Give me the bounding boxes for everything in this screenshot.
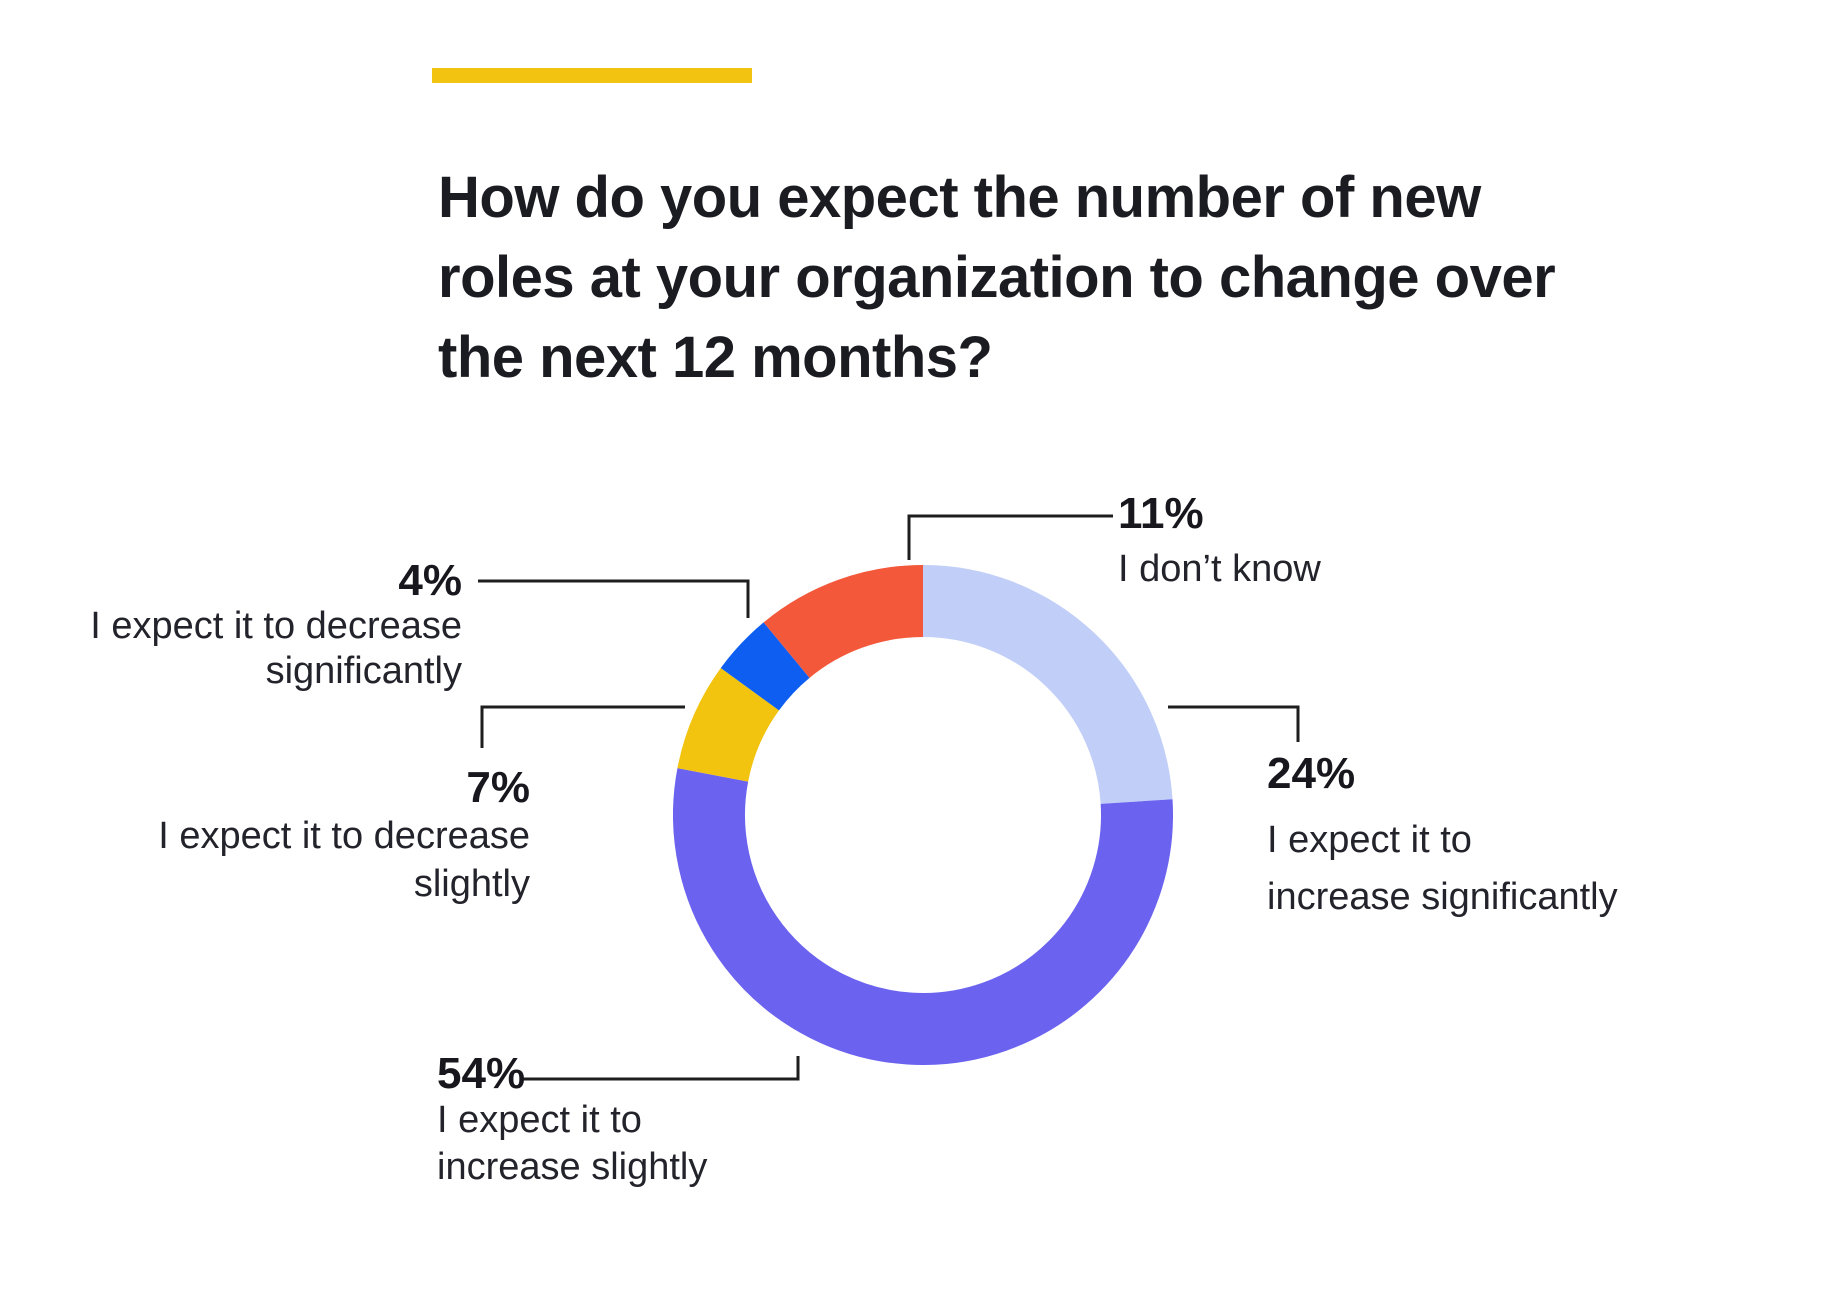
donut-slice-2 bbox=[673, 768, 1173, 1065]
donut-chart-svg bbox=[673, 565, 1173, 1065]
callout-dont-know-label: I don’t know bbox=[1118, 548, 1321, 590]
callout-decrease-slightly-label-1: I expect it to decrease bbox=[158, 815, 530, 857]
page-title-line-1: How do you expect the number of new bbox=[438, 165, 1481, 230]
page-title-line-2: roles at your organization to change ove… bbox=[438, 245, 1556, 310]
leader-line-decrease-slightly bbox=[480, 705, 685, 748]
callout-decrease-significantly-label-2: significantly bbox=[265, 650, 462, 692]
callout-decrease-significantly-label-1: I expect it to decrease bbox=[90, 605, 462, 647]
page-title-line-3: the next 12 months? bbox=[438, 325, 993, 390]
callout-increase-significantly-label-2: increase significantly bbox=[1267, 876, 1618, 918]
callout-increase-slightly-label-2: increase slightly bbox=[437, 1146, 708, 1188]
callout-increase-significantly: 24% I expect it to increase significantl… bbox=[1267, 750, 1618, 926]
donut-slice-3 bbox=[677, 668, 780, 783]
donut-chart bbox=[673, 565, 1173, 1065]
callout-increase-slightly-label-1: I expect it to bbox=[437, 1099, 642, 1141]
leader-line-increase-significantly bbox=[1168, 705, 1300, 742]
callout-increase-significantly-pct: 24% bbox=[1267, 749, 1356, 798]
callout-dont-know-pct: 11% bbox=[1118, 489, 1204, 538]
callout-decrease-significantly: 4% I expect it to decrease significantly bbox=[90, 558, 462, 694]
donut-slice-1 bbox=[922, 565, 1173, 805]
callout-decrease-significantly-pct: 4% bbox=[398, 556, 462, 605]
callout-increase-slightly-pct: 54% bbox=[437, 1049, 526, 1098]
donut-slice-4 bbox=[720, 622, 811, 712]
callout-decrease-slightly: 7% I expect it to decrease slightly bbox=[158, 764, 530, 908]
accent-bar bbox=[432, 68, 752, 83]
callout-decrease-slightly-pct: 7% bbox=[466, 763, 530, 812]
callout-dont-know: 11% I don’t know bbox=[1118, 490, 1321, 593]
leader-line-dont-know bbox=[907, 514, 1113, 560]
callout-decrease-slightly-label-2: slightly bbox=[413, 863, 530, 905]
donut-slice-5 bbox=[763, 565, 924, 679]
callout-increase-slightly: 54% I expect it to increase slightly bbox=[437, 1050, 707, 1191]
page-title: How do you expect the number of new role… bbox=[438, 158, 1556, 398]
callout-increase-significantly-label-1: I expect it to bbox=[1267, 819, 1472, 861]
